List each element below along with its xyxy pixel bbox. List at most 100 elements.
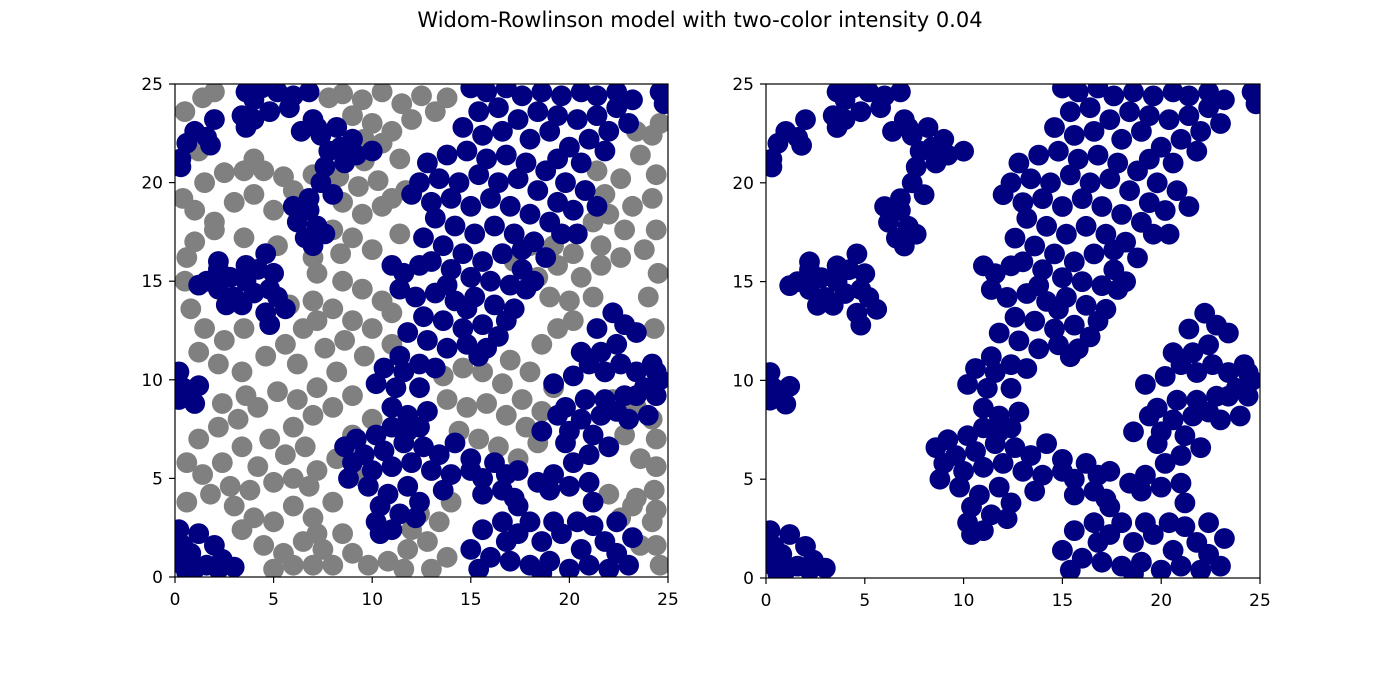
navy-disc [1099, 496, 1121, 518]
gray-disc [302, 507, 324, 529]
x-tick-label: 10 [361, 590, 383, 610]
navy-disc [1099, 109, 1121, 130]
navy-disc [539, 479, 561, 501]
gray-disc [531, 333, 553, 355]
navy-disc [976, 377, 998, 399]
gray-disc [302, 404, 324, 426]
navy-disc [1052, 449, 1073, 470]
navy-disc [381, 397, 403, 418]
gray-disc [590, 255, 612, 276]
navy-disc [606, 511, 628, 533]
gray-disc [468, 428, 490, 450]
navy-disc [1166, 389, 1188, 411]
navy-disc [495, 84, 517, 99]
navy-disc [535, 160, 557, 182]
gray-disc [361, 408, 383, 430]
navy-disc [626, 322, 647, 343]
navy-disc [259, 314, 281, 335]
navy-disc [1241, 84, 1260, 103]
navy-disc [618, 113, 639, 134]
navy-disc [846, 243, 868, 265]
navy-disc [574, 180, 596, 201]
navy-disc [235, 255, 257, 276]
navy-disc [184, 393, 206, 414]
gray-disc [614, 424, 635, 446]
navy-disc [807, 294, 828, 316]
navy-disc [953, 460, 974, 482]
navy-disc [1048, 140, 1069, 162]
gray-disc [645, 428, 667, 450]
navy-disc [766, 551, 781, 573]
navy-disc [1182, 405, 1204, 427]
navy-disc [555, 172, 576, 194]
gray-disc [306, 523, 328, 544]
navy-disc [476, 148, 497, 170]
navy-disc [766, 362, 781, 383]
gray-disc [357, 554, 379, 576]
navy-disc [645, 361, 667, 383]
navy-disc [1162, 152, 1184, 174]
navy-disc [369, 523, 391, 544]
navy-disc [188, 523, 210, 544]
gray-disc [456, 397, 478, 418]
navy-disc [1083, 512, 1105, 534]
gray-disc [259, 428, 281, 450]
navy-disc [1178, 318, 1200, 340]
navy-disc [1044, 318, 1065, 340]
gray-disc [231, 436, 253, 458]
axes-frame [174, 83, 669, 578]
gray-disc [488, 436, 509, 458]
x-tick-label: 10 [953, 591, 975, 611]
gray-disc [633, 239, 655, 260]
navy-disc [570, 152, 592, 174]
gray-disc [200, 483, 221, 505]
gray-disc [348, 176, 369, 197]
navy-disc [1218, 385, 1239, 407]
navy-disc [874, 196, 895, 217]
navy-disc [559, 558, 580, 577]
navy-disc [1036, 215, 1057, 237]
navy-disc [866, 298, 888, 320]
navy-disc [535, 247, 557, 268]
navy-disc [973, 417, 994, 439]
navy-disc [1063, 124, 1085, 146]
gray-disc [436, 546, 458, 568]
gray-disc [294, 436, 316, 458]
gray-disc [393, 558, 415, 577]
gray-disc [645, 535, 667, 556]
navy-disc [1103, 239, 1125, 261]
navy-disc [519, 203, 541, 225]
navy-disc [389, 345, 411, 367]
navy-disc [1150, 559, 1172, 578]
x-tick-label: 5 [859, 591, 870, 611]
navy-disc [1174, 425, 1196, 447]
navy-disc [574, 389, 596, 410]
navy-disc [949, 476, 970, 498]
navy-disc [267, 84, 288, 103]
gray-disc [643, 318, 665, 339]
navy-disc [980, 279, 1002, 300]
gray-disc [180, 298, 202, 320]
gray-disc [219, 475, 241, 497]
gray-disc [582, 286, 604, 308]
navy-disc [1162, 539, 1184, 561]
navy-disc [243, 89, 265, 111]
gray-disc [275, 333, 296, 355]
navy-disc [566, 223, 588, 245]
navy-disc [1170, 128, 1192, 150]
navy-disc [1127, 247, 1148, 269]
navy-disc [1008, 330, 1030, 352]
navy-disc [1067, 84, 1089, 103]
navy-disc [578, 128, 600, 150]
navy-disc [901, 124, 923, 146]
gray-disc [282, 416, 304, 438]
navy-disc [1071, 188, 1093, 210]
navy-disc [1036, 433, 1057, 454]
navy-disc [480, 270, 501, 292]
gray-disc [213, 162, 235, 184]
navy-disc [413, 436, 434, 458]
navy-disc [826, 255, 848, 277]
gray-disc [334, 330, 355, 351]
navy-disc [472, 519, 493, 541]
